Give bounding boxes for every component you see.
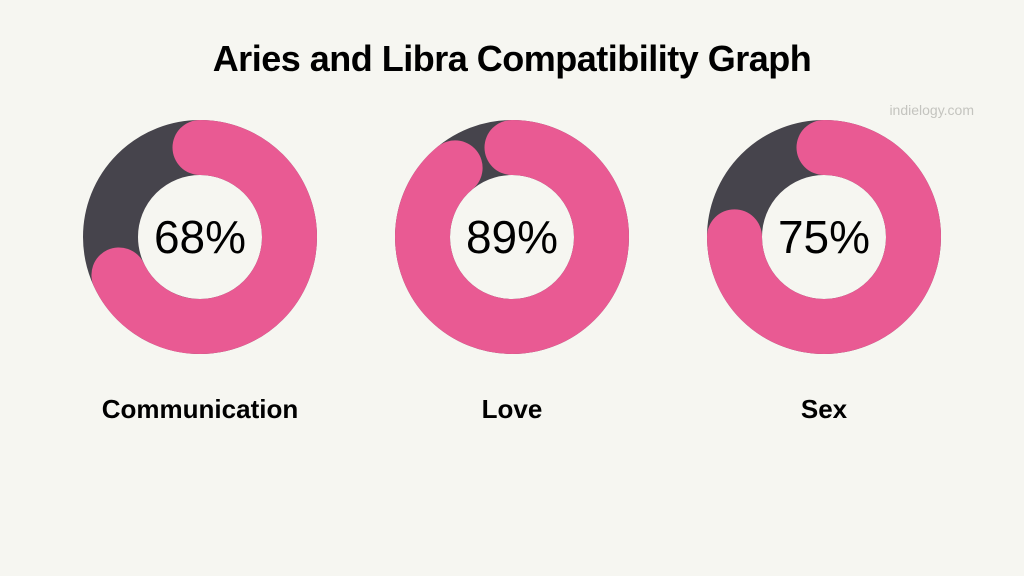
- chart-item-communication: 68% Communication: [83, 120, 317, 425]
- donut-value-love: 89%: [466, 210, 558, 264]
- chart-label-sex: Sex: [801, 394, 847, 425]
- donut-chart-communication: 68%: [83, 120, 317, 354]
- chart-label-communication: Communication: [102, 394, 298, 425]
- charts-row: 68% Communication 89% Love 75% Sex: [0, 120, 1024, 425]
- donut-chart-love: 89%: [395, 120, 629, 354]
- infographic-container: Aries and Libra Compatibility Graph indi…: [0, 0, 1024, 576]
- chart-label-love: Love: [482, 394, 543, 425]
- watermark-text: indielogy.com: [889, 102, 974, 118]
- donut-value-communication: 68%: [154, 210, 246, 264]
- donut-value-sex: 75%: [778, 210, 870, 264]
- chart-item-love: 89% Love: [395, 120, 629, 425]
- chart-item-sex: 75% Sex: [707, 120, 941, 425]
- page-title: Aries and Libra Compatibility Graph: [213, 38, 812, 80]
- donut-chart-sex: 75%: [707, 120, 941, 354]
